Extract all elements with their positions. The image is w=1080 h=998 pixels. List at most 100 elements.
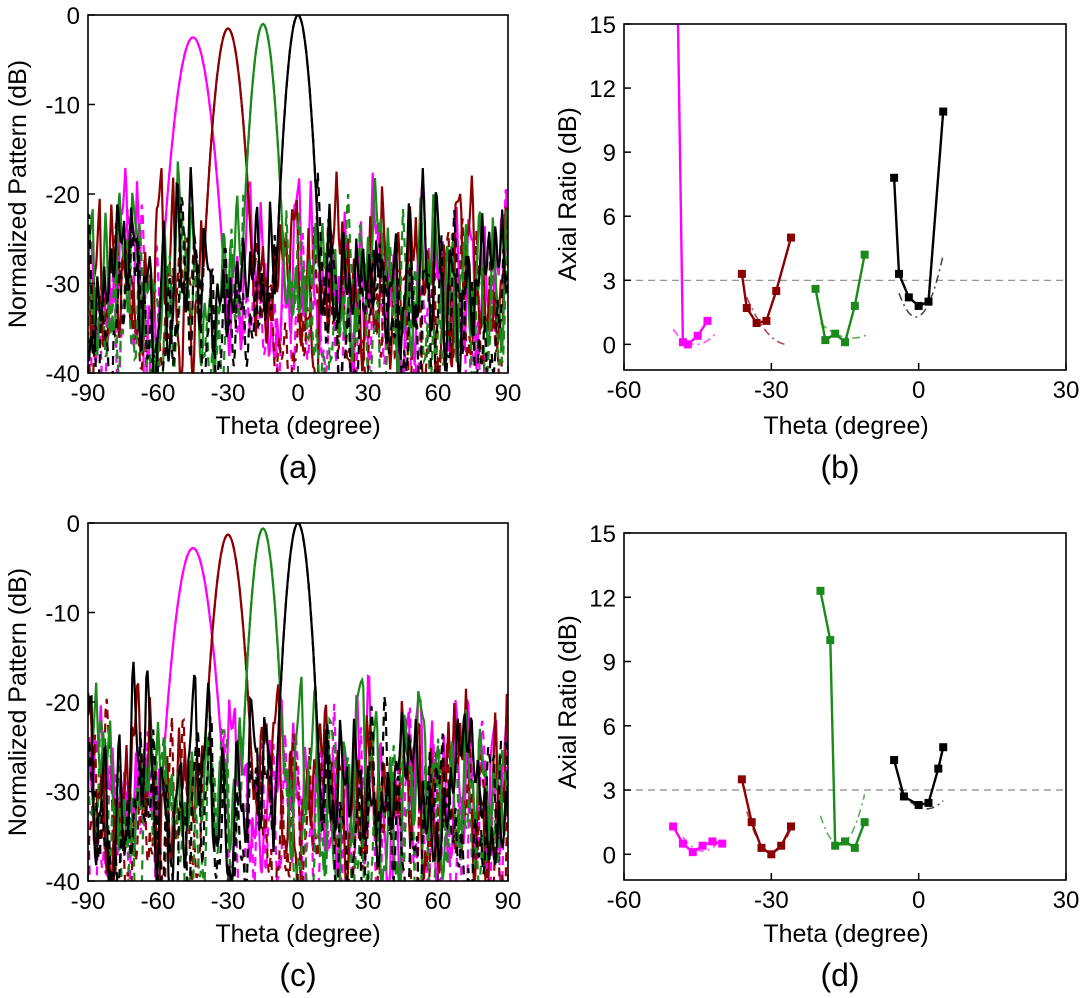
ar-marker-beam3-meas: [821, 336, 830, 345]
ar-marker-beam4-meas: [914, 301, 923, 310]
ar-line-beam3-meas: [814, 254, 866, 345]
panel-c: (c) Theta (degree) Normalized Pattern (d…: [4, 511, 521, 993]
y-tick-label: -10: [45, 601, 80, 628]
ar-marker-beam1-meas: [703, 316, 712, 325]
panel-d-xlabel: Theta (degree): [763, 920, 928, 948]
plot-frame: [87, 14, 509, 374]
ar-marker-beam3-meas: [831, 841, 840, 850]
panel-c-ylabel: Normalized Pattern (dB): [4, 568, 32, 836]
ar-marker-beam4-meas: [924, 297, 933, 306]
ar-marker-beam3-meas: [811, 284, 820, 293]
x-tick-label: 30: [355, 888, 382, 915]
x-tick-label: 60: [425, 380, 452, 407]
plot-frame: [87, 522, 509, 882]
y-tick-label: 6: [603, 204, 616, 231]
ar-marker-beam2-meas: [742, 304, 751, 313]
pattern-beam3-sim: [88, 527, 508, 881]
x-tick-label: 30: [1053, 887, 1080, 914]
ar-marker-beam4-meas: [895, 269, 904, 278]
x-tick-label: 0: [912, 887, 925, 914]
plot-area: [624, 24, 1066, 349]
ar-marker-beam4-meas: [939, 107, 948, 116]
plot-frame: [623, 532, 1067, 881]
panel-b: (b) Theta (degree) Axial Ratio (dB) -60 -…: [554, 12, 1079, 485]
x-tick-label: -90: [71, 888, 106, 915]
ar-marker-beam2-meas: [777, 841, 786, 850]
y-tick-label: -10: [45, 93, 80, 120]
panel-b-ylabel: Axial Ratio (dB): [554, 107, 582, 281]
y-tick-label: 15: [589, 521, 616, 548]
ar-sim-beam4-meas: [898, 254, 944, 318]
panel-d-label: (d): [820, 957, 859, 993]
x-tick-label: -60: [141, 888, 176, 915]
ar-line-beam2-meas: [740, 237, 793, 325]
ar-marker-beam3-meas: [850, 301, 859, 310]
ar-marker-beam3-meas: [850, 843, 859, 852]
plot-frame: [623, 23, 1067, 371]
y-tick-label: 12: [589, 76, 616, 103]
x-tick-label: 60: [425, 888, 452, 915]
x-tick-label: -30: [754, 887, 789, 914]
pattern-beam4-meas: [88, 15, 508, 373]
ar-marker-beam3-meas: [860, 818, 869, 827]
ar-marker-beam2-meas: [737, 775, 746, 784]
ar-marker-beam1-meas: [693, 331, 702, 340]
pattern-beam3-meas: [88, 22, 508, 373]
ar-marker-beam4-meas: [904, 293, 913, 302]
panel-b-label: (b): [820, 449, 859, 485]
y-tick-label: 0: [67, 3, 80, 30]
ar-marker-beam3-meas: [860, 250, 869, 259]
ar-marker-beam2-meas: [752, 319, 761, 328]
x-tick-label: 90: [495, 888, 522, 915]
pattern-beam3-meas: [88, 527, 508, 881]
ar-line-beam1-meas: [676, 24, 709, 346]
y-tick-label: 9: [603, 140, 616, 167]
ar-marker-beam1-meas: [698, 841, 707, 850]
ar-marker-beam3-meas: [826, 636, 835, 645]
y-tick-label: 12: [589, 585, 616, 612]
x-tick-label: -60: [141, 380, 176, 407]
ar-marker-beam1-meas: [678, 338, 687, 347]
ar-marker-beam1-meas: [678, 839, 687, 848]
pattern-beam4-sim: [88, 15, 508, 373]
panel-a-ylabel: Normalized Pattern (dB): [4, 60, 32, 328]
ar-marker-beam2-meas: [767, 850, 776, 859]
ar-marker-beam4-meas: [890, 756, 899, 765]
panel-c-label: (c): [279, 957, 316, 993]
ar-line-beam4-meas: [892, 111, 945, 308]
y-tick-label: 3: [603, 268, 616, 295]
panel-a-label: (a): [278, 449, 317, 485]
panel-a: (a) Theta (degree) Normalized Pattern (d…: [4, 3, 521, 485]
panel-d: (d) Theta (degree) Axial Ratio (dB) -60 -…: [554, 521, 1079, 993]
y-tick-label: -40: [45, 361, 80, 388]
panel-c-xlabel: Theta (degree): [215, 920, 380, 948]
pattern-beam2-sim: [88, 533, 508, 881]
plot-area: [88, 523, 508, 881]
ar-sim-beam1-meas: [672, 328, 718, 346]
y-tick-label: -20: [45, 690, 80, 717]
plot-area: [88, 15, 508, 373]
ar-marker-beam4-meas: [914, 801, 923, 810]
ar-marker-beam2-meas: [786, 822, 795, 831]
pattern-beam4-sim: [88, 523, 508, 881]
ar-marker-beam2-meas: [737, 269, 746, 278]
y-tick-label: -30: [45, 780, 80, 807]
y-tick-label: 3: [603, 778, 616, 805]
ar-marker-beam2-meas: [786, 233, 795, 242]
ar-marker-beam1-meas: [708, 837, 717, 846]
ar-marker-beam4-meas: [934, 764, 943, 773]
y-tick-label: 9: [603, 650, 616, 677]
ar-marker-beam1-meas: [683, 340, 692, 349]
y-tick-label: 15: [589, 12, 616, 39]
ar-marker-beam4-meas: [890, 173, 899, 182]
x-tick-label: -60: [607, 887, 642, 914]
x-tick-label: 0: [291, 380, 304, 407]
pattern-beam2-meas: [88, 533, 508, 881]
x-tick-label: 30: [355, 380, 382, 407]
ar-marker-beam2-meas: [747, 818, 756, 827]
x-tick-label: -30: [754, 377, 789, 404]
ar-marker-beam4-meas: [924, 798, 933, 807]
ar-line-beam3-meas: [819, 590, 866, 850]
x-tick-label: 0: [912, 377, 925, 404]
